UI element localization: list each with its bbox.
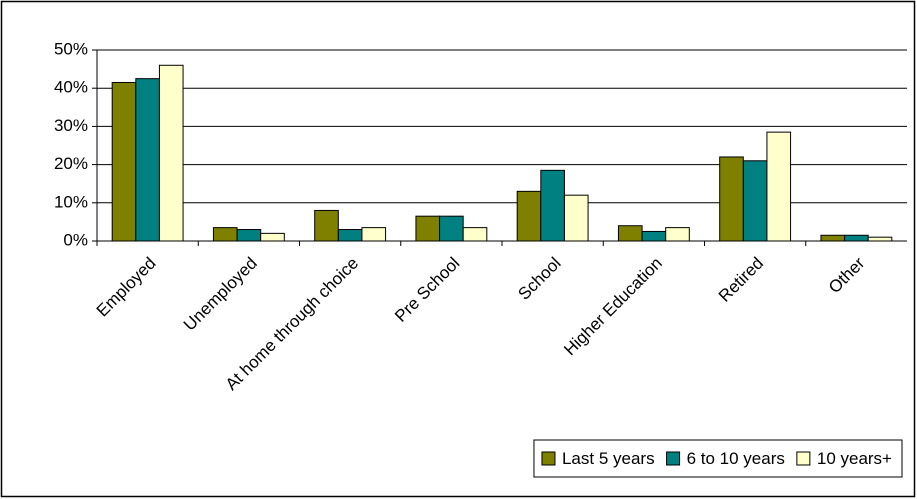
bar — [742, 160, 768, 242]
y-tick-label: 40% — [54, 78, 88, 97]
legend-label: 10 years+ — [817, 449, 892, 468]
bar — [361, 227, 387, 242]
legend-label: Last 5 years — [562, 449, 655, 468]
bar — [844, 234, 869, 242]
y-tick-label: 50% — [54, 39, 88, 58]
bar — [337, 229, 363, 242]
y-tick-label: 30% — [54, 116, 88, 135]
legend-swatch — [796, 451, 811, 466]
bar — [462, 227, 488, 242]
bar — [415, 215, 441, 242]
legend-swatch — [541, 451, 556, 466]
bar — [158, 64, 184, 242]
bar — [516, 190, 542, 242]
bar — [111, 81, 137, 242]
bar — [665, 227, 690, 242]
bar — [260, 232, 285, 242]
bar — [641, 230, 667, 242]
legend-swatch — [666, 451, 681, 466]
bar — [820, 234, 846, 242]
bar — [617, 225, 643, 242]
bar — [867, 236, 893, 242]
bar — [563, 194, 589, 242]
bar — [236, 229, 262, 242]
legend-label: 6 to 10 years — [687, 449, 785, 468]
bar — [766, 131, 792, 242]
y-tick-label: 10% — [54, 192, 88, 211]
legend-box — [533, 439, 903, 478]
bar — [314, 209, 339, 242]
y-tick-label: 0% — [63, 230, 88, 249]
y-tick-label: 20% — [54, 154, 88, 173]
bar — [540, 169, 565, 242]
bar — [135, 78, 160, 242]
bar — [439, 215, 464, 242]
bar — [212, 227, 238, 242]
bar — [719, 156, 744, 242]
